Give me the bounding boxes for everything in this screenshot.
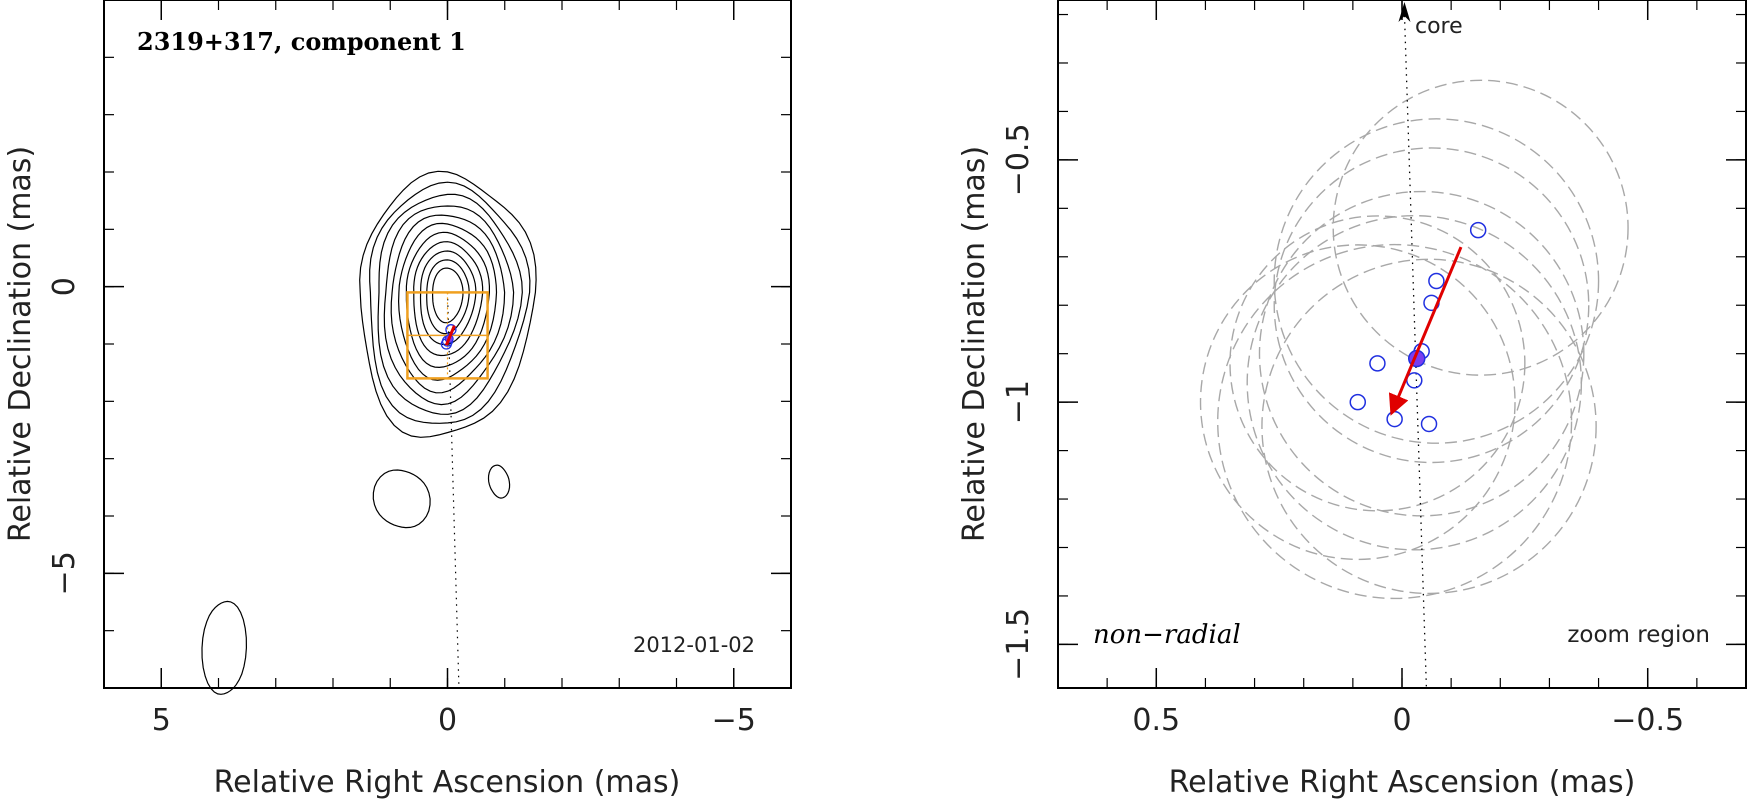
right-core-label: core xyxy=(1415,14,1463,39)
core-arrowhead xyxy=(1398,2,1411,22)
x-tick-label: 0.5 xyxy=(1132,703,1180,738)
y-tick-label: −5 xyxy=(47,551,82,595)
y-tick-label: −1.5 xyxy=(1001,608,1036,681)
right-non-radial-label: non−radial xyxy=(1093,620,1241,650)
component-point xyxy=(1349,393,1367,411)
contour-level xyxy=(397,222,498,381)
contour-level xyxy=(432,267,464,324)
uncertainty-circle xyxy=(1229,215,1526,512)
y-tick-label: 0 xyxy=(47,277,82,296)
x-tick-label: 0 xyxy=(438,703,457,738)
uncertainty-circle xyxy=(1246,214,1583,551)
component-point xyxy=(1469,221,1487,239)
uncertainty-circle xyxy=(1273,118,1600,444)
contour-level xyxy=(369,181,531,424)
uncertainty-circle xyxy=(1258,190,1585,517)
right-plot-content xyxy=(1199,2,1629,688)
left-y-axis-label: Relative Declination (mas) xyxy=(3,146,38,542)
uncertainty-circle xyxy=(1261,258,1597,595)
contour-level xyxy=(419,250,477,346)
component-point xyxy=(1369,355,1386,372)
x-tick-label: 0 xyxy=(1392,703,1411,738)
y-tick-label: −1 xyxy=(1001,380,1036,424)
contour-island xyxy=(372,469,431,529)
contour-level xyxy=(359,170,537,438)
left-x-axis-label: Relative Right Ascension (mas) xyxy=(214,765,681,800)
y-tick-label: −0.5 xyxy=(1001,123,1036,196)
right-x-ticks: 0.5 0 −0.5 xyxy=(1057,0,1747,738)
left-y-ticks: 0 −5 xyxy=(47,0,791,689)
left-x-ticks: 5 0 −5 xyxy=(103,0,792,738)
x-tick-label: 5 xyxy=(152,703,171,738)
left-chart-title: 2319+317, component 1 xyxy=(137,27,466,56)
uncertainty-circle xyxy=(1217,243,1573,600)
contour-island xyxy=(487,464,511,499)
right-x-axis-label: Relative Right Ascension (mas) xyxy=(1169,765,1636,800)
right-y-ticks: −0.5 −1 −1.5 xyxy=(1001,13,1746,681)
x-tick-label: −5 xyxy=(712,703,756,738)
contour-island xyxy=(201,600,248,695)
component-point xyxy=(1386,410,1403,428)
contour-level xyxy=(383,205,515,406)
left-plot-content xyxy=(201,170,537,695)
motion-vector-arrow xyxy=(1388,246,1463,416)
x-tick-label: −0.5 xyxy=(1611,703,1684,738)
core-direction-line xyxy=(1403,13,1428,688)
left-panel: 5 0 −5 0 −5 2319+317, component 1 2012-01-0… xyxy=(3,0,792,800)
contour-level xyxy=(390,214,506,394)
core-direction-line xyxy=(446,292,460,689)
right-zoom-region-label: zoom region xyxy=(1567,622,1710,648)
component-point xyxy=(1428,272,1445,290)
left-epoch-label: 2012-01-02 xyxy=(633,633,755,657)
uncertainty-circle xyxy=(1199,244,1516,561)
right-panel: 0.5 0 −0.5 −0.5 −1 −1.5 core non−radial zoom… xyxy=(957,0,1747,800)
right-clipped-content xyxy=(1199,13,1629,688)
uncertainty-circle xyxy=(1273,147,1590,464)
uncertainty-circle xyxy=(1332,79,1629,376)
component-point xyxy=(1420,415,1438,433)
right-y-axis-label: Relative Declination (mas) xyxy=(957,146,992,542)
contour-level xyxy=(377,193,523,415)
right-plot-frame xyxy=(1057,0,1747,689)
motion-vector-arrow xyxy=(444,325,456,346)
